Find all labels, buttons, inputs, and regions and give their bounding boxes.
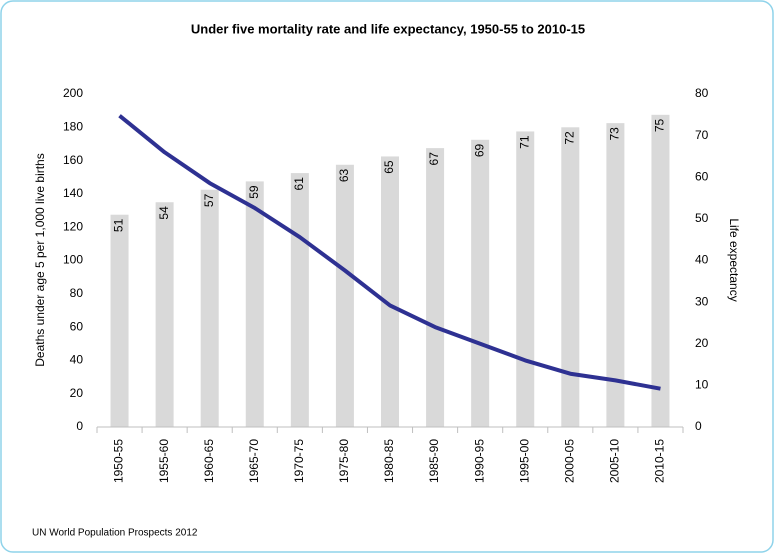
bar: [561, 127, 580, 428]
y2-tick-label: 40: [695, 253, 709, 267]
bar: [426, 148, 445, 428]
y2-axis-title: Life expectancy: [727, 218, 741, 301]
bar: [110, 214, 129, 427]
x-tick-label: 1950-55: [112, 439, 126, 483]
y2-tick-label: 50: [695, 211, 709, 225]
bar: [651, 114, 670, 427]
data-label: 69: [472, 143, 486, 157]
x-tick-label: 1970-75: [292, 439, 306, 483]
chart-title: Under five mortality rate and life expec…: [191, 21, 585, 36]
y2-tick-label: 20: [695, 336, 709, 350]
bar: [200, 189, 219, 427]
y2-tick-label: 0: [695, 419, 702, 433]
y-tick-label: 80: [70, 286, 84, 300]
data-label: 65: [382, 160, 396, 174]
x-tick-label: 1980-85: [382, 439, 396, 483]
y-axis-title: Deaths under age 5 per 1,000 live births: [33, 153, 47, 366]
data-label: 67: [427, 152, 441, 166]
x-tick-label: 2010-15: [653, 439, 667, 483]
y-tick-label: 60: [70, 319, 84, 333]
data-label: 61: [292, 177, 306, 191]
y2-tick-label: 10: [695, 378, 709, 392]
x-tick-label: 1990-95: [472, 439, 486, 483]
y2-tick-label: 30: [695, 294, 709, 308]
data-label: 54: [157, 206, 171, 220]
data-label: 51: [112, 218, 126, 232]
bar: [155, 202, 174, 427]
data-label: 63: [337, 168, 351, 182]
bar: [290, 173, 309, 427]
y-tick-label: 180: [63, 119, 83, 133]
x-tick-label: 1965-70: [247, 439, 261, 483]
source-note: UN World Population Prospects 2012: [32, 528, 198, 539]
data-label: 71: [517, 135, 531, 149]
y-tick-label: 160: [63, 153, 83, 167]
x-tick-label: 1955-60: [157, 439, 171, 483]
y-tick-label: 100: [63, 253, 83, 267]
bar: [245, 181, 264, 427]
bar: [471, 139, 490, 427]
bar: [335, 164, 354, 427]
y-tick-label: 120: [63, 219, 83, 233]
y-tick-label: 200: [63, 86, 83, 100]
bar: [606, 123, 625, 427]
x-tick-label: 1995-00: [517, 439, 531, 483]
x-tick-label: 1985-90: [427, 439, 441, 483]
y2-tick-label: 60: [695, 169, 709, 183]
y-tick-label: 140: [63, 186, 83, 200]
line: [118, 114, 661, 391]
x-tick-label: 2005-10: [608, 439, 622, 483]
y-tick-label: 40: [70, 353, 84, 367]
data-label: 72: [562, 131, 576, 145]
bar: [381, 156, 399, 427]
data-label: 75: [653, 118, 667, 132]
data-label: 59: [247, 185, 261, 199]
y2-tick-label: 70: [695, 128, 709, 142]
y-tick-label: 20: [70, 386, 84, 400]
data-label: 73: [608, 127, 622, 141]
x-tick-label: 1960-65: [202, 439, 216, 483]
y2-tick-label: 80: [695, 86, 709, 100]
x-tick-label: 1975-80: [337, 439, 351, 483]
x-tick-label: 2000-05: [562, 439, 576, 483]
data-label: 57: [202, 193, 216, 207]
y-tick-label: 0: [76, 419, 83, 433]
bar: [516, 131, 535, 427]
